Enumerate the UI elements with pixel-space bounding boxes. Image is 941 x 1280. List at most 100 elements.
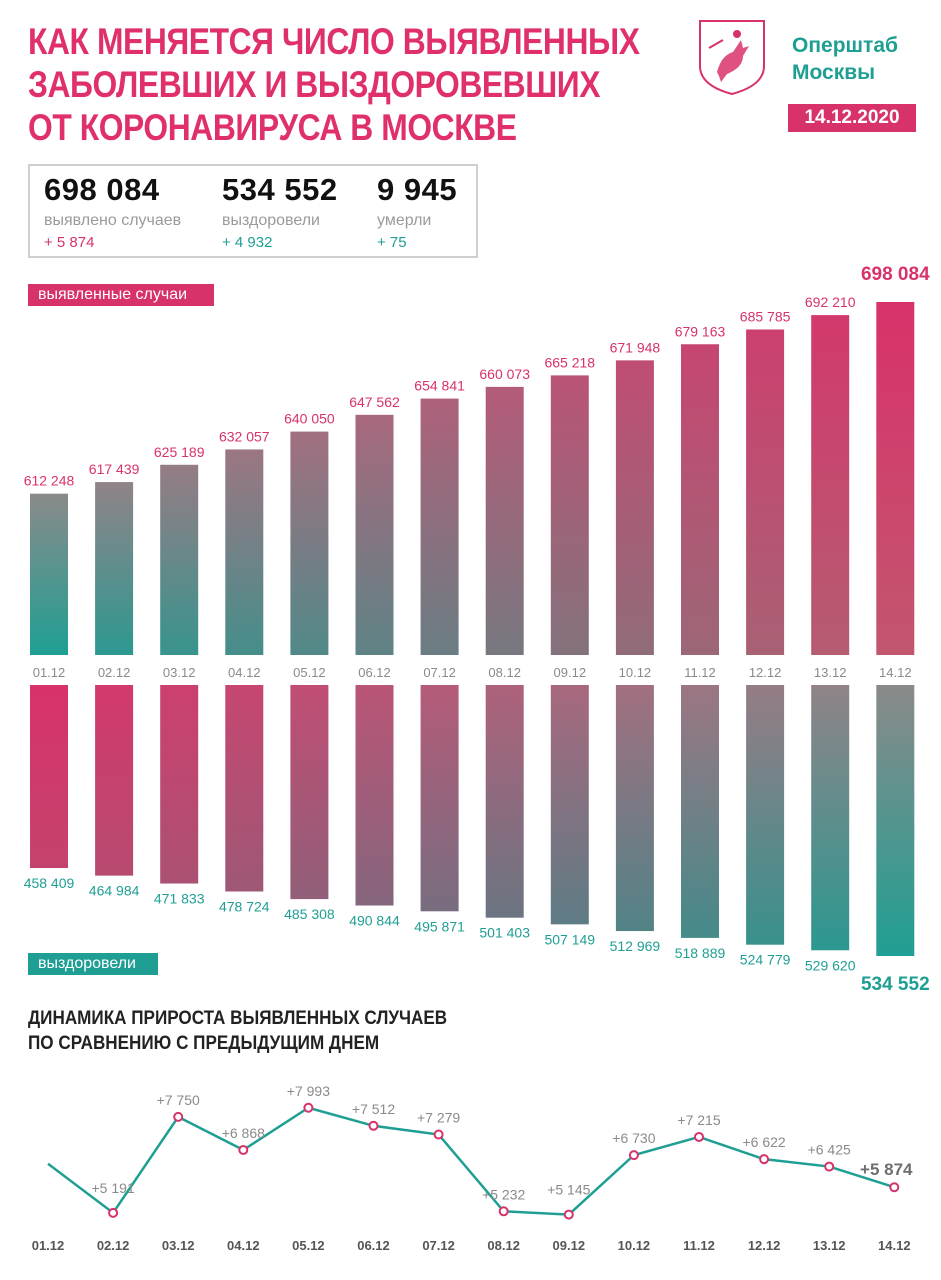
line-category-label: 11.12 — [683, 1238, 715, 1253]
recovered-bar-label: 524 779 — [740, 952, 791, 968]
cases-bar-label: 671 948 — [610, 339, 661, 355]
recovered-bar-label: 485 308 — [284, 906, 335, 922]
recovered-bar-label: 464 984 — [89, 883, 140, 899]
stat-deaths-delta: + 75 — [377, 234, 407, 251]
growth-point — [433, 1129, 444, 1140]
growth-point — [628, 1150, 639, 1161]
line-category-label: 05.12 — [292, 1238, 325, 1253]
stat-cases-value: 698 084 — [44, 172, 160, 207]
legend-recovered: выздоровели — [28, 953, 158, 975]
recovered-bar-label: 507 149 — [544, 931, 595, 947]
recovered-bar — [811, 685, 850, 951]
recovered-bar-label: 501 403 — [479, 925, 530, 941]
category-tick-label: 13.12 — [814, 665, 847, 680]
line-category-label: 01.12 — [32, 1238, 65, 1253]
category-tick-label: 10.12 — [619, 665, 652, 680]
brand-line-1: Оперштаб — [792, 34, 898, 57]
cases-bar — [485, 386, 524, 655]
recovered-bar-label: 512 969 — [610, 938, 661, 954]
cases-bar-label: 640 050 — [284, 411, 335, 427]
cases-bar-label: 692 210 — [805, 294, 856, 310]
growth-point — [303, 1102, 314, 1113]
recovered-bar — [550, 685, 589, 925]
category-tick-label: 09.12 — [554, 665, 587, 680]
recovered-bar-label: 534 552 — [861, 974, 930, 995]
category-tick-label: 11.12 — [684, 665, 716, 680]
cases-bar — [811, 315, 850, 655]
growth-line — [47, 1106, 895, 1216]
cases-bar — [615, 360, 654, 655]
line-category-label: 13.12 — [813, 1238, 846, 1253]
cases-bar-label: 612 248 — [24, 473, 75, 489]
stat-recovered-delta: + 4 932 — [222, 234, 273, 251]
growth-label: +7 750 — [157, 1092, 200, 1108]
category-tick-label: 05.12 — [293, 665, 326, 680]
line-category-label: 12.12 — [748, 1238, 781, 1253]
category-tick-label: 04.12 — [228, 665, 261, 680]
cases-bar — [746, 329, 785, 655]
date-badge: 14.12.2020 — [788, 104, 916, 132]
line-chart-title: ДИНАМИКА ПРИРОСТА ВЫЯВЛЕННЫХ СЛУЧАЕВ ПО … — [28, 1006, 447, 1056]
recovered-bar — [615, 685, 654, 932]
recovered-bar — [95, 685, 134, 876]
cases-bar-label: 647 562 — [349, 394, 400, 410]
category-tick-label: 07.12 — [423, 665, 456, 680]
stat-deaths: 9 945 умерли + 75 — [377, 172, 457, 251]
line-category-label: 09.12 — [553, 1238, 586, 1253]
line-category-label: 10.12 — [618, 1238, 651, 1253]
title-line-2: ЗАБОЛЕВШИХ И ВЫЗДОРОВЕВШИХ — [28, 64, 601, 105]
recovered-bar — [420, 685, 459, 912]
recovered-bar-label: 458 409 — [24, 875, 75, 891]
recovered-bar — [876, 685, 915, 956]
line-category-label: 06.12 — [357, 1238, 390, 1253]
growth-point — [824, 1161, 835, 1172]
line-chart: 01.12 +5 191 02.12 +7 750 03.12 +6 868 04.12 +7… — [32, 1083, 913, 1253]
cases-bar-label: 698 084 — [861, 264, 930, 285]
cases-bar-label: 665 218 — [544, 354, 595, 370]
line-category-label: 03.12 — [162, 1238, 195, 1253]
growth-point — [759, 1154, 770, 1165]
recovered-bar — [290, 685, 329, 900]
cases-bar — [681, 344, 719, 655]
cases-bar — [160, 464, 199, 655]
legend-cases: выявленные случаи — [28, 284, 214, 306]
cases-bar-label: 625 189 — [154, 444, 205, 460]
summary-box: 698 084 выявлено случаев + 5 874 534 552… — [28, 164, 478, 258]
recovered-bar-label: 490 844 — [349, 913, 400, 929]
recovered-bar — [160, 685, 199, 884]
title-line-1: КАК МЕНЯЕТСЯ ЧИСЛО ВЫЯВЛЕННЫХ — [28, 21, 640, 62]
line-category-label: 02.12 — [97, 1238, 130, 1253]
cases-bar — [225, 449, 264, 655]
line-chart-title-1: ДИНАМИКА ПРИРОСТА ВЫЯВЛЕННЫХ СЛУЧАЕВ — [28, 1008, 448, 1029]
category-tick-label: 03.12 — [163, 665, 196, 680]
category-tick-label: 12.12 — [749, 665, 782, 680]
stat-deaths-value: 9 945 — [377, 172, 458, 207]
growth-label: +5 191 — [91, 1180, 134, 1196]
stat-deaths-label: умерли — [377, 212, 432, 229]
recovered-bar-label: 518 889 — [675, 945, 726, 961]
growth-label: +7 993 — [287, 1083, 330, 1099]
recovered-bar-label: 529 620 — [805, 957, 856, 973]
growth-label: +6 425 — [808, 1142, 851, 1158]
category-tick-label: 06.12 — [358, 665, 391, 680]
cases-bar-label: 679 163 — [675, 323, 726, 339]
line-category-label: 14.12 — [878, 1238, 911, 1253]
recovered-bar — [746, 685, 785, 945]
growth-label: +6 730 — [612, 1130, 655, 1146]
brand: Оперштаб Москвы — [792, 32, 898, 86]
recovered-bar — [485, 685, 524, 918]
growth-label: +5 145 — [547, 1182, 590, 1198]
stat-cases-delta: + 5 874 — [44, 234, 95, 251]
stat-cases: 698 084 выявлено случаев + 5 874 — [44, 172, 181, 251]
recovered-bar-label: 471 833 — [154, 891, 205, 907]
cases-bar — [95, 482, 134, 655]
cases-bar — [30, 493, 68, 655]
cases-bar-label: 660 073 — [479, 366, 530, 382]
stat-recovered: 534 552 выздоровели + 4 932 — [222, 172, 338, 251]
growth-label: +7 279 — [417, 1110, 460, 1126]
cases-bar-label: 617 439 — [89, 461, 140, 477]
cases-bar — [355, 414, 394, 655]
stat-recovered-label: выздоровели — [222, 212, 320, 229]
growth-point — [694, 1131, 704, 1142]
growth-label: +6 868 — [222, 1125, 265, 1141]
